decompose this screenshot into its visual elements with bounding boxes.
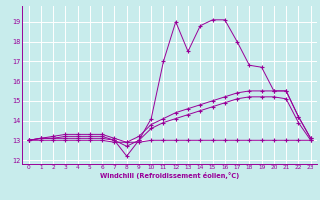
X-axis label: Windchill (Refroidissement éolien,°C): Windchill (Refroidissement éolien,°C): [100, 172, 239, 179]
